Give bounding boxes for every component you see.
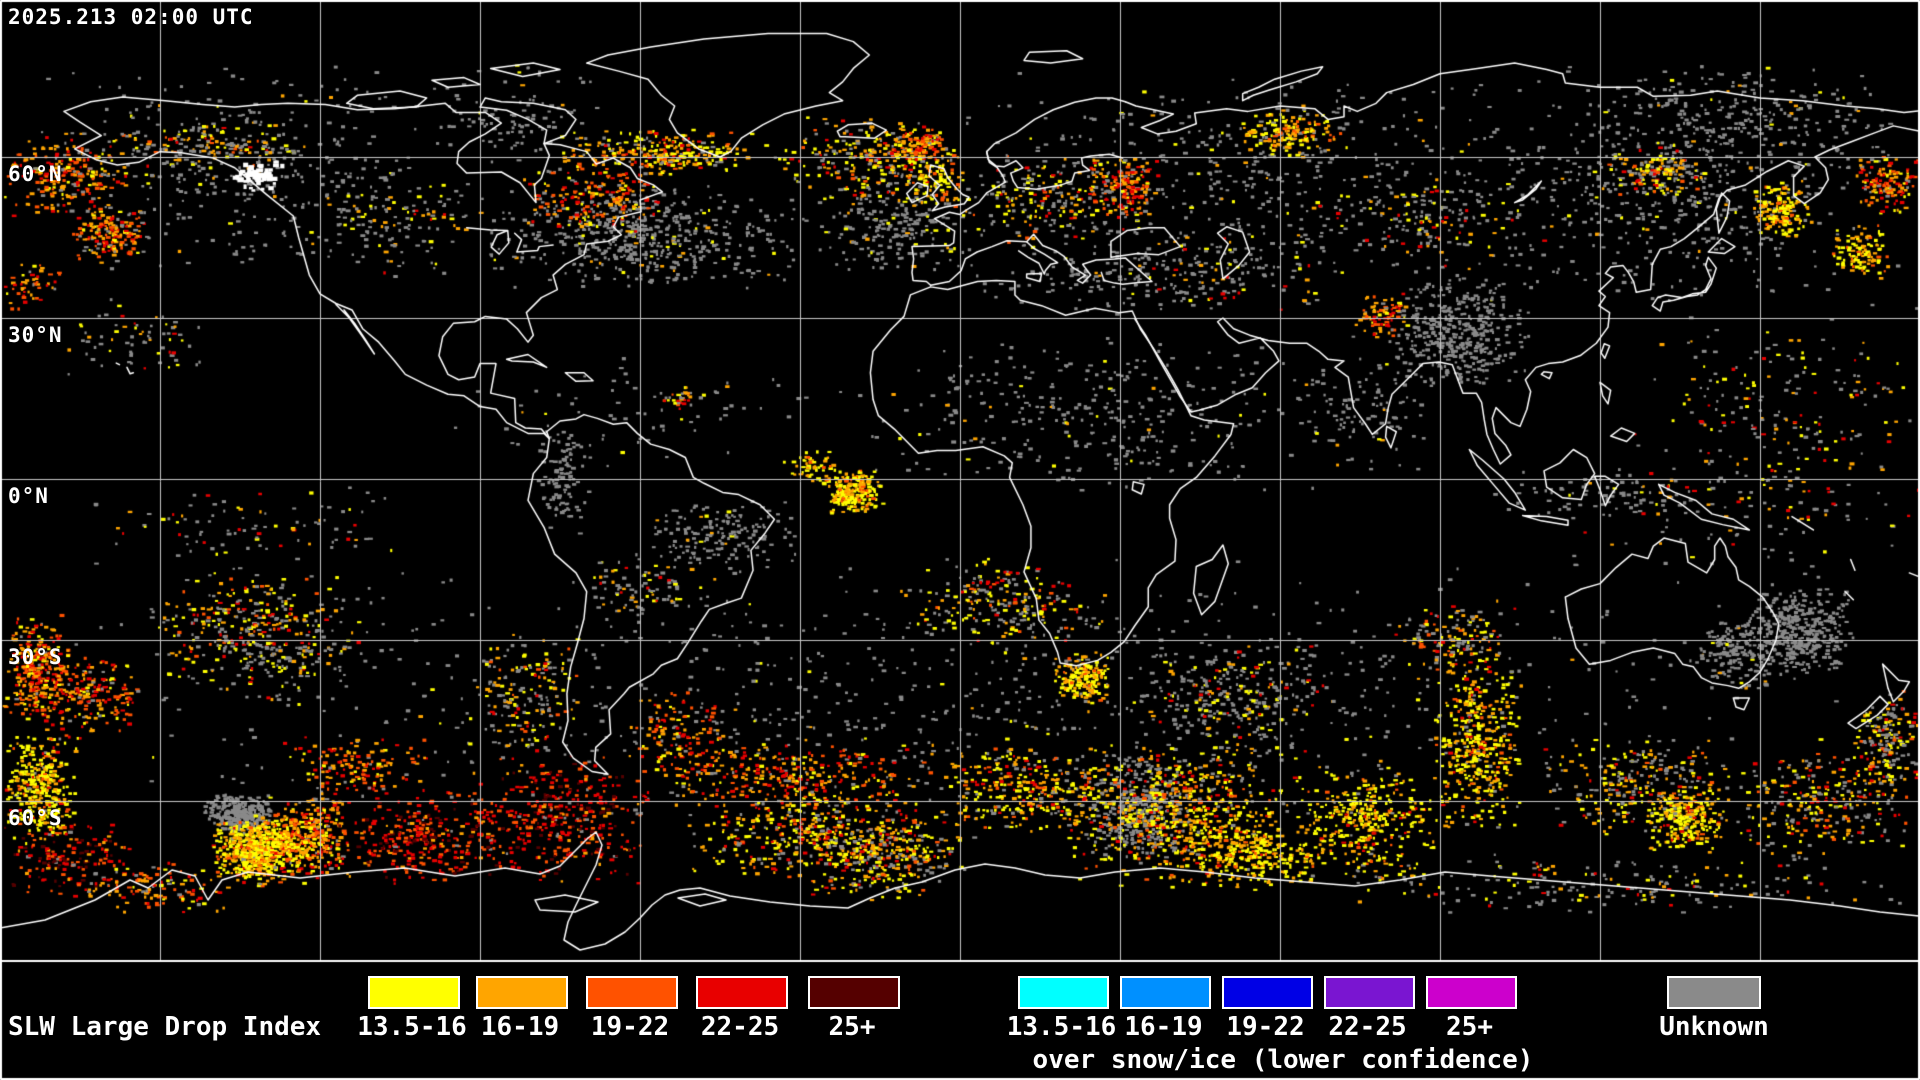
legend-label-cool-3: 22-25 (1328, 1012, 1407, 1042)
legend-label-warm-2: 19-22 (590, 1012, 670, 1042)
legend-swatch-warm-3 (696, 976, 788, 1009)
legend-swatch-warm-2 (586, 976, 678, 1009)
legend-swatch-cool-0 (1018, 976, 1109, 1009)
legend-label-cool-0: 13.5-16 (1006, 1012, 1117, 1042)
legend-swatch-cool-1 (1120, 976, 1211, 1009)
legend-swatch-unknown (1667, 976, 1761, 1009)
legend-swatch-cool-2 (1222, 976, 1313, 1009)
lat-label-60n: 60°N (8, 162, 63, 186)
legend-swatch-cool-4 (1426, 976, 1517, 1009)
legend-label-warm-4: 25+ (828, 1012, 876, 1042)
legend-label-unknown: Unknown (1659, 1012, 1769, 1042)
legend-swatch-warm-4 (808, 976, 900, 1009)
legend-swatch-warm-0 (368, 976, 460, 1009)
legend-subtitle: over snow/ice (lower confidence) (1032, 1045, 1534, 1075)
lat-label-60s: 60°S (8, 806, 63, 830)
lat-label-0n: 0°N (8, 484, 49, 508)
legend-label-cool-2: 19-22 (1226, 1012, 1305, 1042)
legend-swatch-warm-1 (476, 976, 568, 1009)
lat-label-30s: 30°S (8, 645, 63, 669)
legend-label-warm-0: 13.5-16 (357, 1012, 467, 1042)
lat-label-30n: 30°N (8, 323, 63, 347)
legend-swatch-cool-3 (1324, 976, 1415, 1009)
legend-label-warm-3: 22-25 (700, 1012, 780, 1042)
timestamp-label: 2025.213 02:00 UTC (8, 5, 254, 29)
legend-label-cool-4: 25+ (1446, 1012, 1493, 1042)
legend-title: SLW Large Drop Index (8, 1012, 322, 1042)
legend-label-warm-1: 16-19 (480, 1012, 560, 1042)
legend-label-cool-1: 16-19 (1124, 1012, 1203, 1042)
